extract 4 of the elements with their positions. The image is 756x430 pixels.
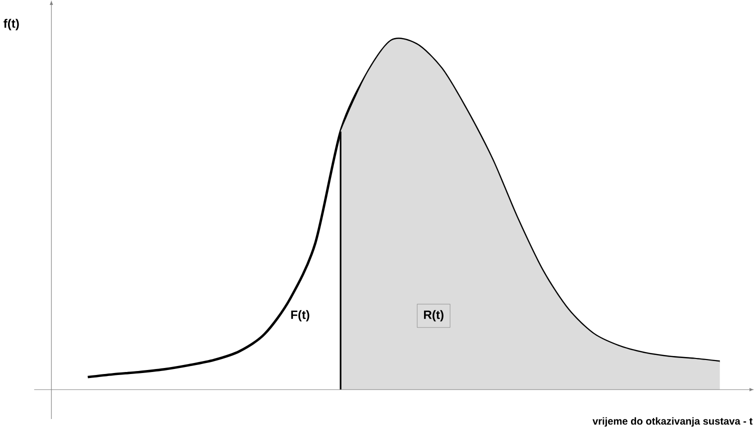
annotation: F(t) [291, 310, 310, 322]
x-axis-title: vrijeme do otkazivanja sustava - t [592, 417, 753, 427]
annotation: R(t) [424, 310, 444, 322]
y-axis-title: f(t) [4, 18, 19, 30]
